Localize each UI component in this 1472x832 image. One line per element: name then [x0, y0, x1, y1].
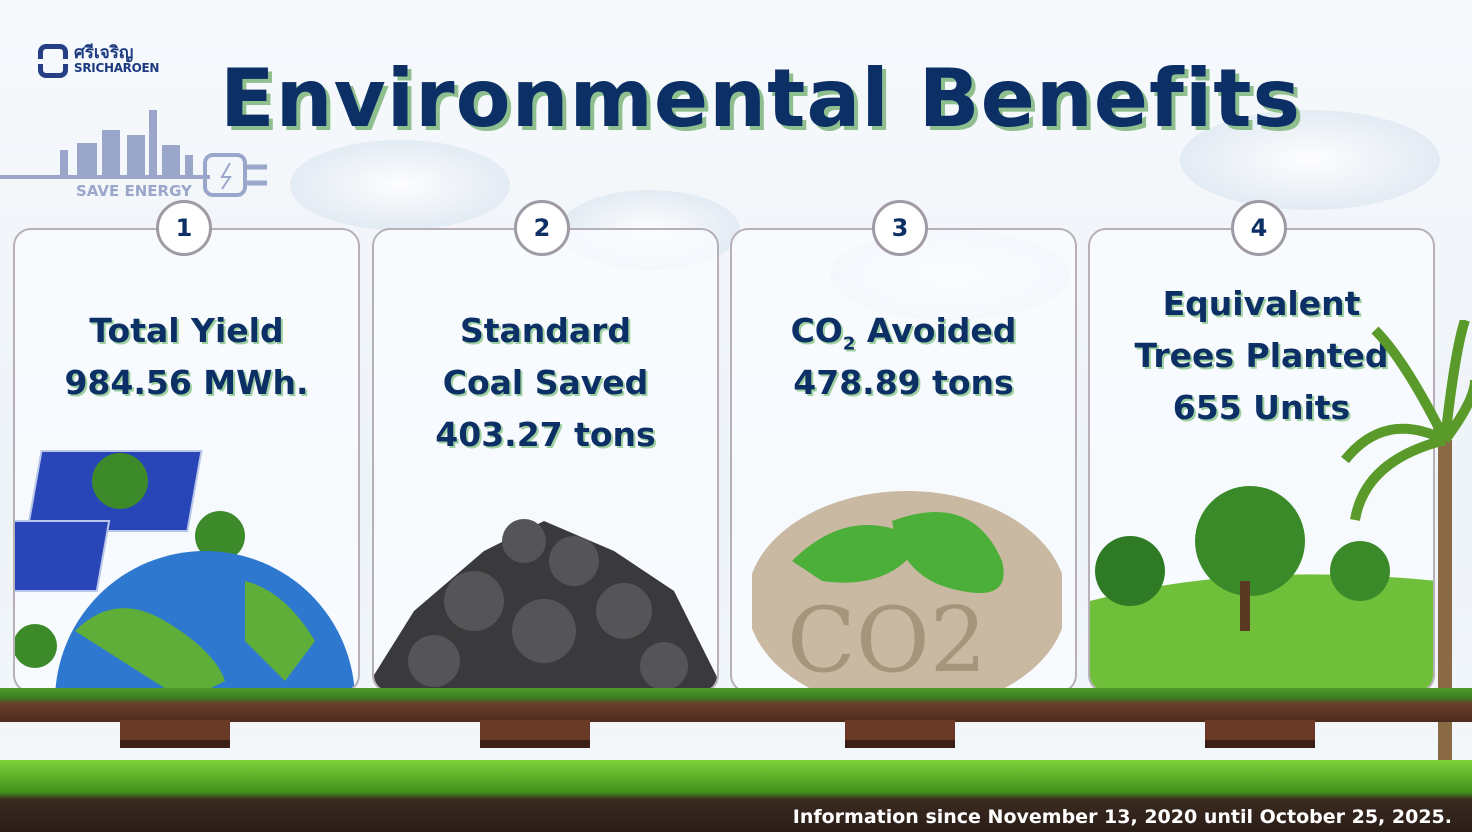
trees-hill-image	[1090, 486, 1433, 691]
card-3-value: 478.89 tons	[793, 363, 1014, 402]
co2-subscript: 2	[842, 333, 856, 355]
step-number-3: 3	[872, 200, 928, 256]
step-number-1: 1	[156, 200, 212, 256]
ground-strip	[0, 688, 1472, 722]
card-4-label-2: Trees Planted	[1134, 336, 1389, 375]
grass-border	[0, 760, 1472, 832]
card-4-value: 655 Units	[1172, 388, 1351, 427]
card-total-yield: Total Yield 984.56 MWh.	[13, 228, 360, 693]
coal-pile-image	[374, 519, 717, 691]
card-3-label: CO2 Avoided	[732, 305, 1075, 371]
card-stand	[480, 720, 590, 748]
logo-mark-icon	[38, 44, 68, 78]
logo: ศรีเจริญ SRICHAROEN	[38, 44, 159, 78]
card-co2-avoided: CO2 Avoided 478.89 tons CO2	[730, 228, 1077, 693]
card-trees-planted: Equivalent Trees Planted 655 Units	[1088, 228, 1435, 693]
logo-thai: ศรีเจริญ	[74, 43, 134, 63]
step-number-4: 4	[1231, 200, 1287, 256]
card-2-label-2: Coal Saved	[442, 363, 649, 402]
co2-text: CO	[790, 311, 843, 350]
card-stand	[845, 720, 955, 748]
co2-footprint-image: CO2	[752, 491, 1062, 691]
step-number-2: 2	[514, 200, 570, 256]
card-2-value: 403.27 tons	[435, 415, 656, 454]
card-coal-saved: Standard Coal Saved 403.27 tons	[372, 228, 719, 693]
logo-english: SRICHAROEN	[74, 61, 160, 75]
page-title: Environmental Benefits	[220, 52, 1302, 145]
card-1-label: Total Yield	[89, 311, 284, 350]
card-stand	[1205, 720, 1315, 748]
solar-earth-image	[15, 450, 355, 691]
card-4-label-1: Equivalent	[1162, 284, 1361, 323]
footer-note: Information since November 13, 2020 unti…	[792, 806, 1452, 828]
save-energy-label: SAVE ENERGY	[76, 182, 192, 200]
avoided-text: Avoided	[855, 311, 1017, 350]
card-stand	[120, 720, 230, 748]
card-2-label-1: Standard	[459, 311, 632, 350]
card-1-value: 984.56 MWh.	[64, 363, 309, 402]
city-plug-icon	[0, 110, 267, 197]
svg-text:CO2: CO2	[787, 588, 987, 691]
